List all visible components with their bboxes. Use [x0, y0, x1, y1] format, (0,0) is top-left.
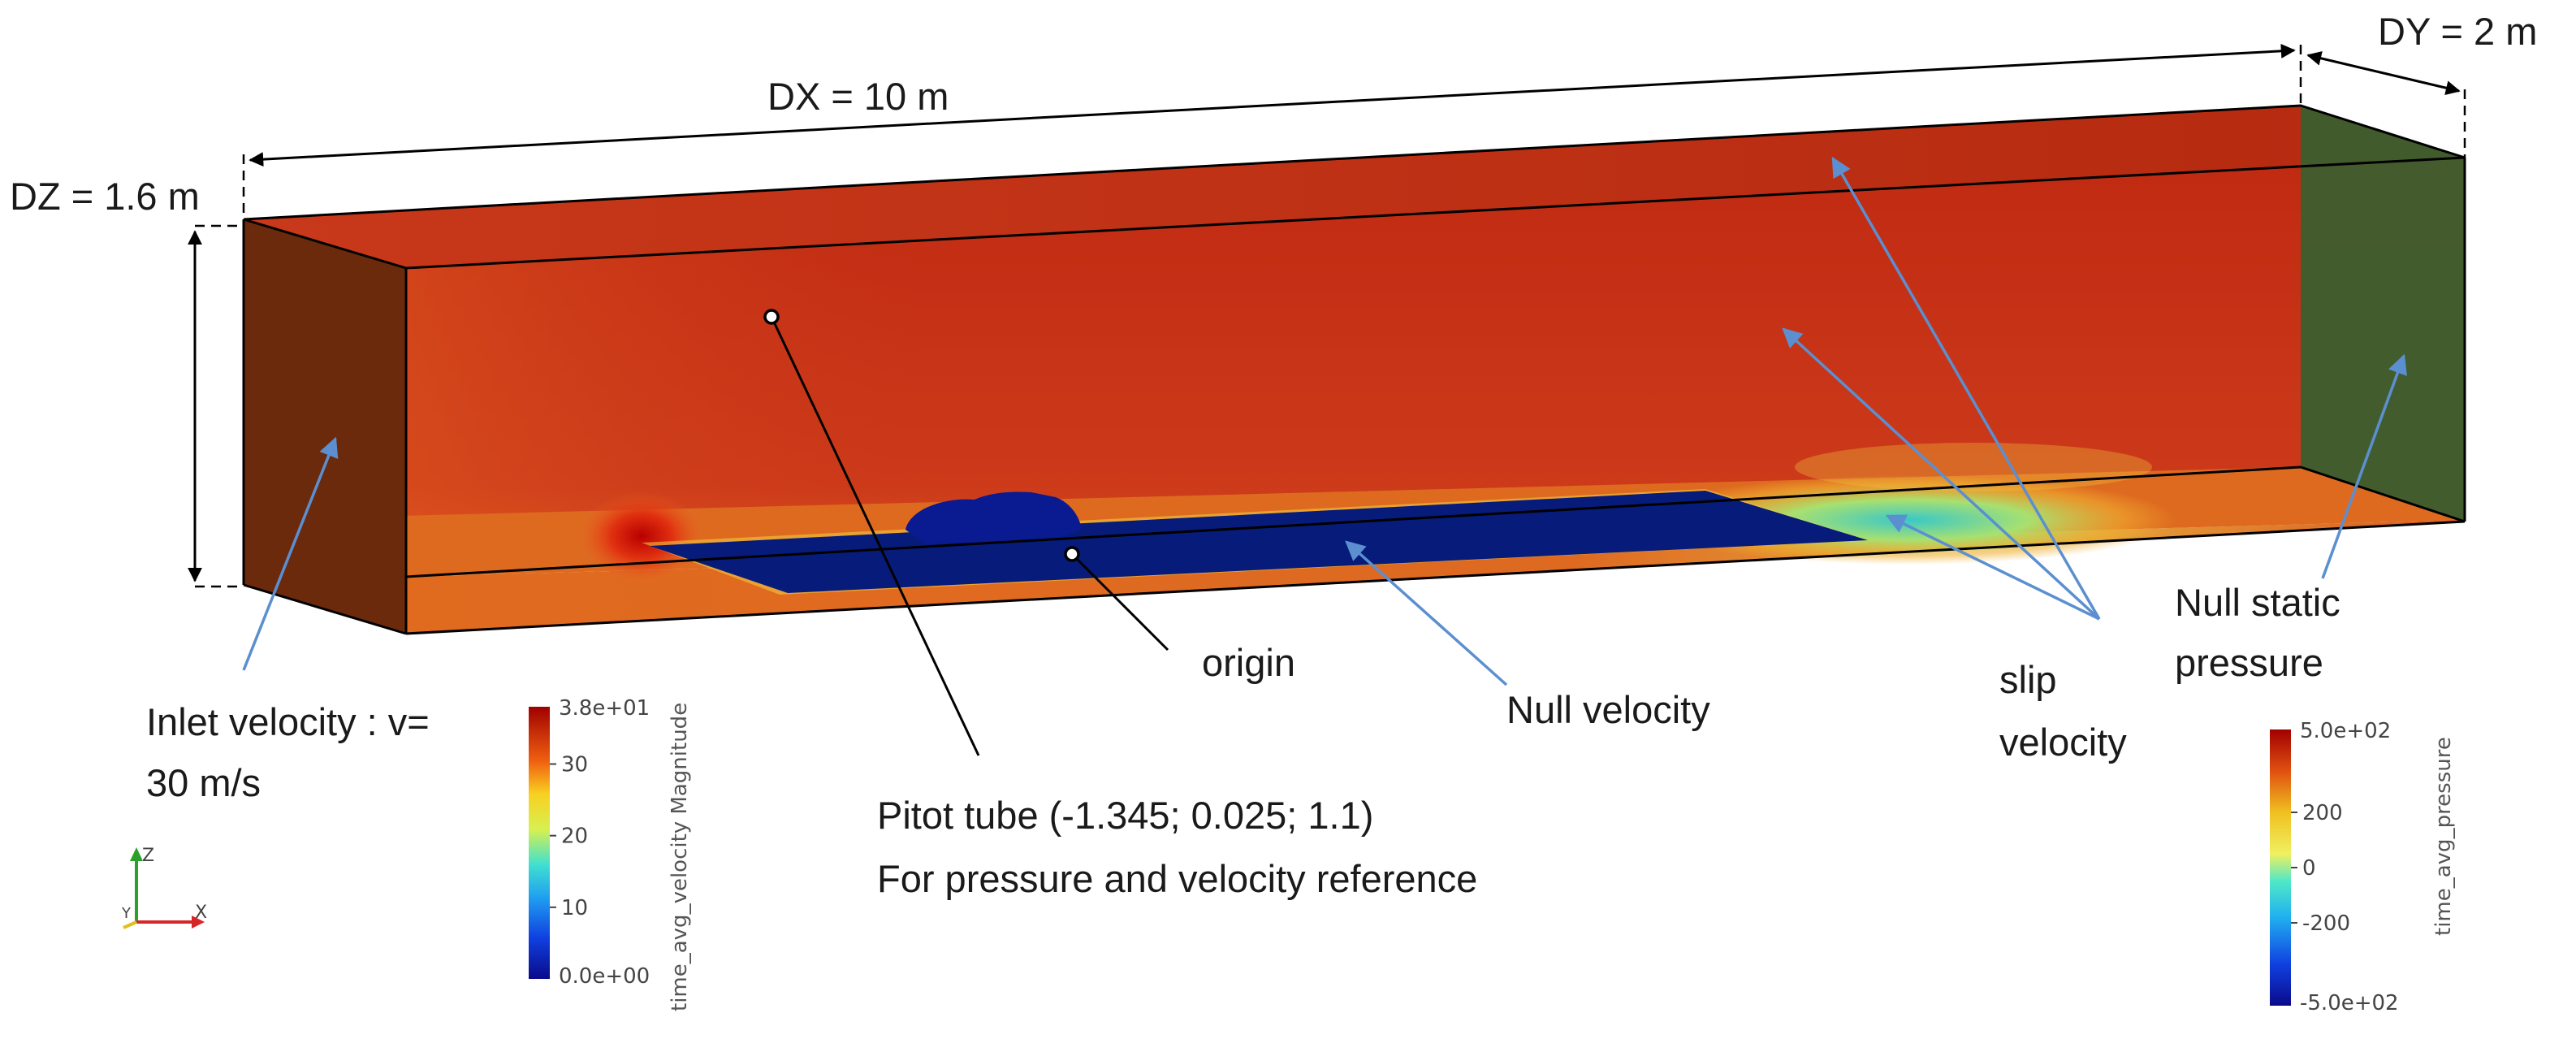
velocity-colorbar-gradient: [529, 707, 550, 979]
pitot-label-line1: Pitot tube (-1.345; 0.025; 1.1): [877, 794, 1373, 837]
pressure-colorbar-tick-label: 0: [2302, 856, 2316, 881]
pitot-label-line2: For pressure and velocity reference: [877, 857, 1477, 900]
y-axis-line: [123, 920, 137, 929]
null-static-label-line2: pressure: [2175, 641, 2323, 684]
car-body: [905, 491, 1082, 544]
pressure-colorbar-min: -5.0e+02: [2300, 991, 2399, 1015]
origin-pointer-line: [1070, 552, 1169, 652]
pressure-colorbar: 5.0e+02 -5.0e+02 200 0 -200 time_avg_press…: [2270, 719, 2456, 1015]
null-static-label-line1: Null static: [2175, 581, 2340, 624]
velocity-colorbar: 3.8e+01 0.0e+00 30 20 10 time_avg_velocity…: [529, 696, 692, 1011]
pointer-lines: [770, 316, 1169, 756]
dy-dimension-line: [2306, 50, 2461, 96]
velocity-colorbar-tick-label: 30: [561, 753, 588, 777]
pressure-colorbar-title: time_avg_pressure: [2431, 737, 2456, 936]
null-velocity-arrow: [1345, 540, 1508, 686]
y-axis-label: Y: [121, 905, 132, 922]
callout-arrows: [242, 156, 2407, 686]
inlet-label-line1: Inlet velocity : v=: [146, 700, 430, 743]
inlet-face: [244, 219, 406, 634]
velocity-colorbar-tick-label: 20: [561, 825, 588, 849]
wind-tunnel-box: [242, 104, 2466, 635]
inlet-label-line2: 30 m/s: [146, 761, 261, 804]
pressure-colorbar-gradient: [2270, 729, 2291, 1006]
dz-label: DZ = 1.6 m: [10, 175, 200, 218]
velocity-colorbar-title: time_avg_velocity Magnitude: [668, 703, 692, 1011]
pitot-pointer-line: [770, 316, 980, 756]
velocity-colorbar-max: 3.8e+01: [559, 696, 650, 721]
slip-label-line2: velocity: [1999, 721, 2127, 764]
slip-label-line1: slip: [1999, 658, 2057, 701]
dy-label: DY = 2 m: [2378, 10, 2537, 53]
origin-marker: [1064, 546, 1080, 562]
inlet-arrow: [242, 436, 339, 671]
x-axis-label: X: [195, 903, 207, 923]
dx-label: DX = 10 m: [767, 75, 949, 118]
slip-arrow-floor: [1885, 514, 2100, 621]
pressure-colorbar-ticks: 200 0 -200: [2291, 801, 2350, 936]
slip-arrow-top: [1831, 156, 2101, 620]
pressure-colorbar-tick-label: 200: [2302, 801, 2343, 825]
velocity-colorbar-min: 0.0e+00: [559, 964, 650, 989]
stagnation-spot: [581, 491, 702, 581]
dimension-lines: [188, 43, 2466, 588]
velocity-colorbar-tick-label: 10: [561, 896, 588, 920]
outlet-arrow: [2321, 353, 2407, 579]
velocity-colorbar-ticks: 30 20 10: [550, 753, 588, 920]
axes-triad: Z Y X: [121, 846, 207, 929]
pressure-colorbar-max: 5.0e+02: [2300, 719, 2391, 743]
z-axis-label: Z: [142, 846, 154, 866]
ground-patch: [650, 491, 1868, 593]
text-labels: DX = 10 m DY = 2 m DZ = 1.6 m Inlet velo…: [10, 10, 2537, 900]
pitot-marker: [763, 309, 780, 325]
origin-label: origin: [1202, 641, 1295, 684]
pressure-colorbar-tick-label: -200: [2302, 911, 2350, 936]
dx-dimension-line: [249, 43, 2296, 167]
null-velocity-label: Null velocity: [1506, 688, 1710, 731]
outlet-face: [2301, 106, 2465, 522]
slip-arrow-wall: [1782, 327, 2101, 621]
